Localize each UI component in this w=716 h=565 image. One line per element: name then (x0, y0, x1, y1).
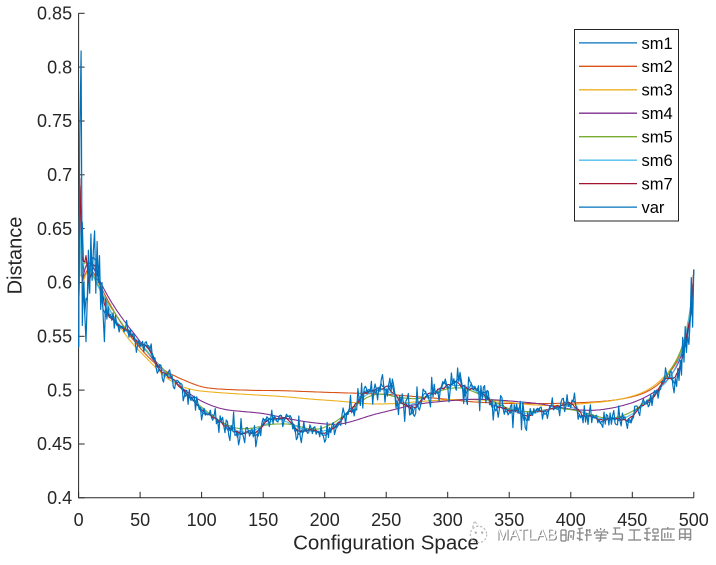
svg-text:sm1: sm1 (642, 35, 673, 53)
svg-text:350: 350 (494, 510, 524, 530)
svg-text:0.65: 0.65 (37, 219, 72, 239)
svg-text:Configuration Space: Configuration Space (293, 532, 479, 555)
svg-text:sm7: sm7 (642, 176, 673, 194)
svg-text:0.5: 0.5 (47, 380, 72, 400)
svg-text:0.8: 0.8 (47, 57, 72, 77)
svg-text:400: 400 (556, 510, 586, 530)
svg-text:MATLAB: MATLAB (496, 526, 557, 543)
svg-text:MATLAB: MATLAB (497, 528, 558, 545)
svg-text:0.75: 0.75 (37, 111, 72, 131)
svg-text:sm5: sm5 (642, 129, 673, 147)
svg-text:300: 300 (433, 510, 463, 530)
svg-text:0.45: 0.45 (37, 434, 72, 454)
svg-text:sm3: sm3 (642, 82, 673, 100)
svg-text:sm6: sm6 (642, 152, 673, 170)
svg-text:450: 450 (617, 510, 647, 530)
svg-text:0: 0 (74, 510, 84, 530)
svg-text:150: 150 (248, 510, 278, 530)
svg-text:250: 250 (371, 510, 401, 530)
svg-text:sm4: sm4 (642, 105, 673, 123)
svg-text:var: var (642, 199, 665, 217)
svg-text:50: 50 (130, 510, 150, 530)
svg-text:200: 200 (310, 510, 340, 530)
svg-text:500: 500 (679, 510, 709, 530)
svg-text:sm2: sm2 (642, 58, 673, 76)
svg-text:0.85: 0.85 (37, 4, 72, 24)
svg-text:0.6: 0.6 (47, 273, 72, 293)
svg-text:0.4: 0.4 (47, 488, 72, 508)
svg-text:Distance: Distance (5, 217, 27, 295)
svg-text:0.55: 0.55 (37, 327, 72, 347)
svg-text:0.7: 0.7 (47, 165, 72, 185)
svg-text:100: 100 (187, 510, 217, 530)
